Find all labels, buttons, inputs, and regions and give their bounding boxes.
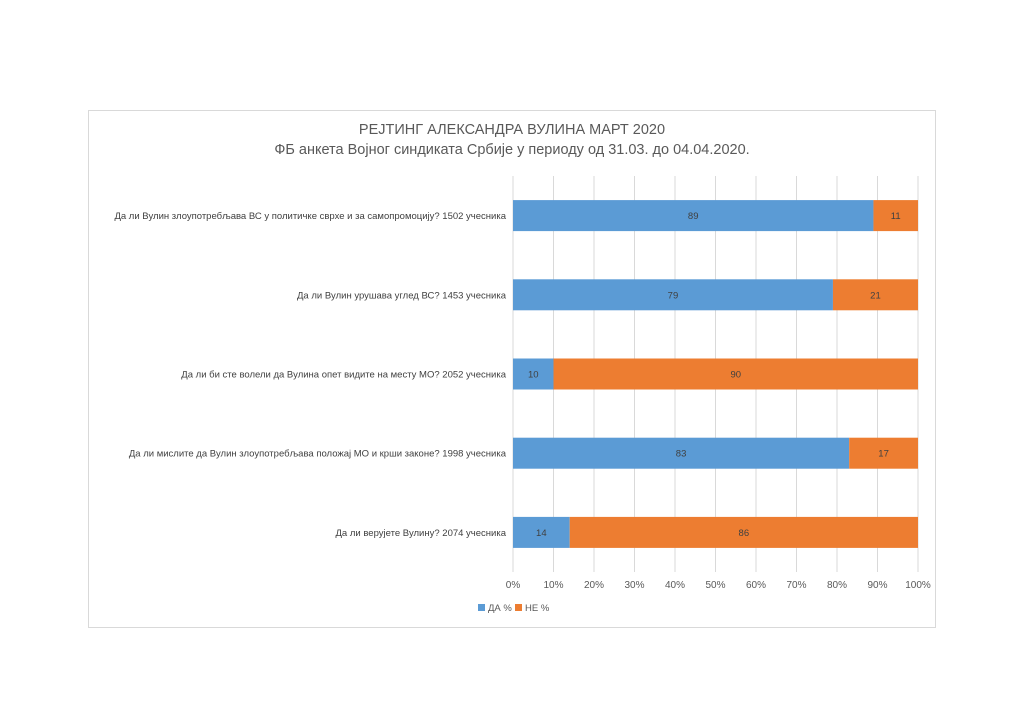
legend-label: ДА %: [488, 603, 512, 614]
yes-bar: [513, 279, 833, 311]
yes-bar: [513, 516, 570, 548]
no-bar: [873, 200, 918, 232]
category-label: Да ли би сте волели да Вулина опет видит…: [181, 370, 506, 381]
yes-bar: [513, 358, 554, 390]
x-tick-label: 20%: [584, 580, 604, 591]
data-label: 21: [870, 290, 881, 301]
x-tick-label: 80%: [827, 580, 847, 591]
yes-bar: [513, 437, 850, 469]
x-tick-label: 30%: [624, 580, 644, 591]
no-bar: [849, 437, 918, 469]
data-label: 83: [676, 449, 687, 460]
x-tick-label: 70%: [786, 580, 806, 591]
data-label: 90: [730, 370, 741, 381]
data-label: 14: [536, 528, 547, 539]
yes-legend-swatch: [478, 604, 485, 611]
no-bar: [553, 358, 918, 390]
data-label: 10: [528, 370, 539, 381]
x-tick-label: 50%: [705, 580, 725, 591]
category-label: Да ли Вулин урушава углед ВС? 1453 учесн…: [297, 290, 507, 301]
chart-subtitle: ФБ анкета Војног синдиката Србије у пери…: [274, 142, 750, 158]
data-label: 11: [891, 211, 901, 222]
category-label: Да ли Вулин злоупотребљава ВС у политичк…: [114, 211, 506, 222]
x-tick-label: 60%: [746, 580, 766, 591]
x-tick-label: 100%: [905, 580, 931, 591]
data-label: 17: [878, 449, 889, 460]
chart-title: РЕЈТИНГ АЛЕКСАНДРА ВУЛИНА МАРТ 2020: [358, 122, 666, 138]
data-label: 89: [688, 211, 699, 222]
legend-label: НЕ %: [525, 603, 550, 614]
x-tick-label: 10%: [543, 580, 563, 591]
no-bar: [832, 279, 918, 311]
category-label: Да ли верујете Вулину? 2074 учесника: [336, 528, 507, 539]
x-tick-label: 40%: [665, 580, 685, 591]
no-bar: [569, 516, 918, 548]
no-legend-swatch: [515, 604, 522, 611]
x-tick-label: 0%: [506, 580, 521, 591]
x-tick-label: 90%: [867, 580, 887, 591]
category-label: Да ли мислите да Вулин злоупотребљава по…: [129, 449, 507, 460]
yes-bar: [513, 200, 874, 232]
data-label: 86: [739, 528, 750, 539]
data-label: 79: [668, 290, 679, 301]
